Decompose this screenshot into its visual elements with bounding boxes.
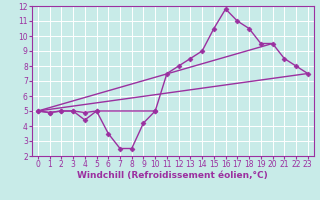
X-axis label: Windchill (Refroidissement éolien,°C): Windchill (Refroidissement éolien,°C) — [77, 171, 268, 180]
